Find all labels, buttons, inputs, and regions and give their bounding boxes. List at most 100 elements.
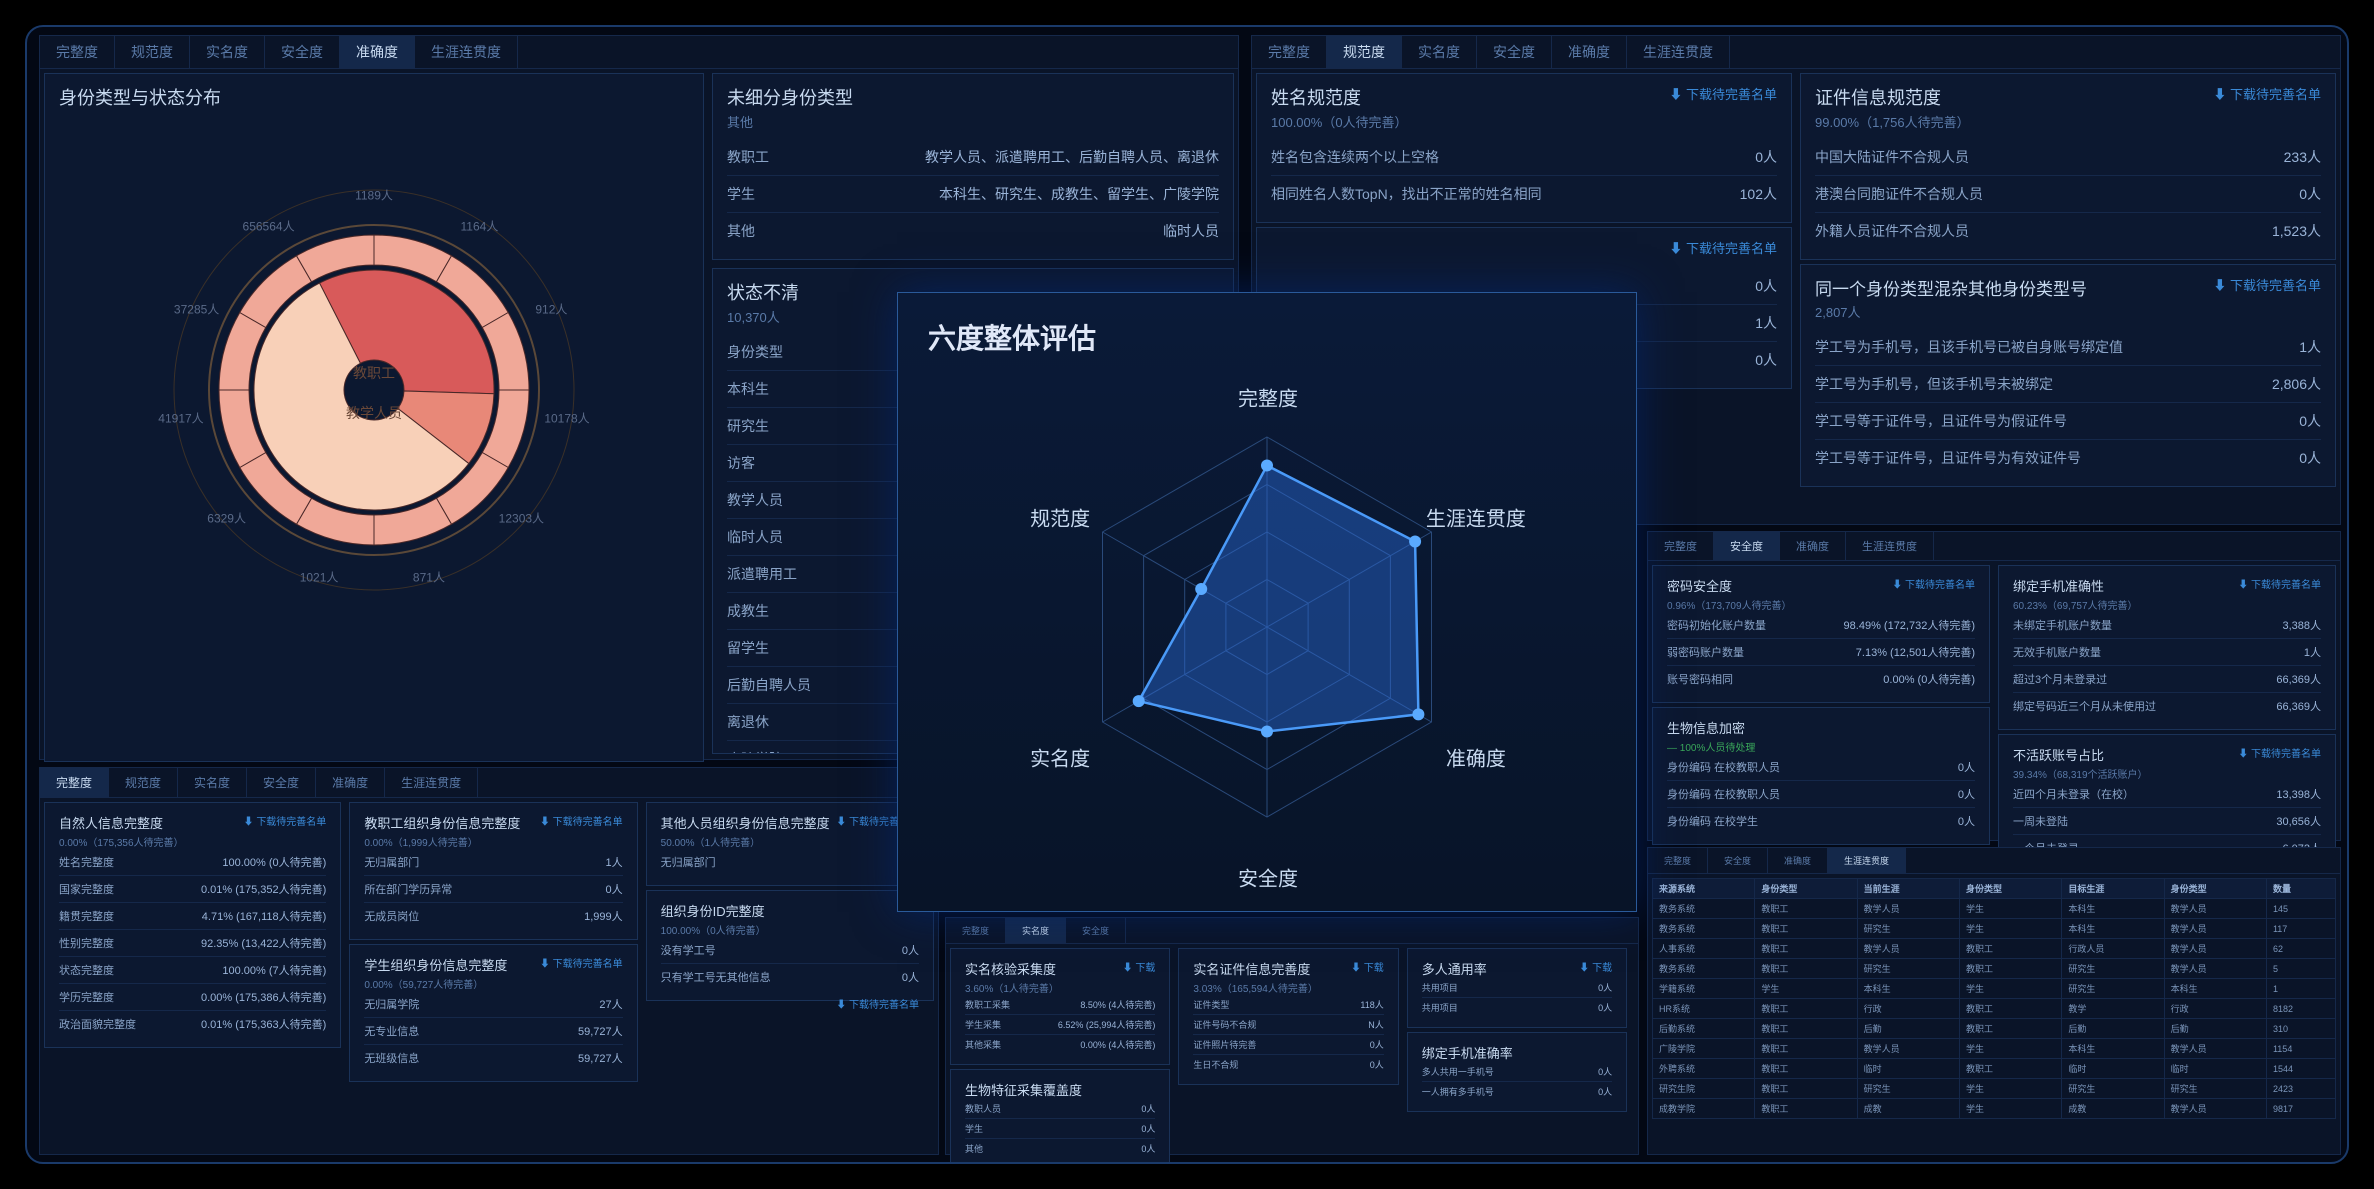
- table-row: 其他采集0.00% (4人待完善): [965, 1034, 1155, 1054]
- sunburst-ring-value: 10178人: [544, 409, 589, 426]
- table-row: 姓名包含连续两个以上空格0人: [1271, 139, 1777, 175]
- tab-安全度[interactable]: 安全度: [247, 768, 316, 797]
- tab-安全度[interactable]: 安全度: [265, 36, 340, 68]
- sunburst-chart: 教职工教学人员 1189人1164人912人10178人12303人871人10…: [114, 130, 634, 650]
- dl-name-norm[interactable]: 下载待完善名单: [1669, 84, 1777, 103]
- table-row: 弱密码账户数量7.13% (12,501人待完善): [1667, 638, 1975, 665]
- radar-axis-实名度: 实名度: [1030, 743, 1090, 772]
- table-row: 超过3个月未登录过66,369人: [2013, 665, 2321, 692]
- dl-sm3[interactable]: 下载: [1351, 959, 1384, 974]
- table-row: 账号密码相同0.00% (0人待完善): [1667, 665, 1975, 692]
- table-row: 其他临时人员: [727, 212, 1219, 249]
- radar-axis-规范度: 规范度: [1030, 503, 1090, 532]
- tab-安全度[interactable]: 安全度: [1708, 848, 1768, 873]
- bio-title: 生物信息加密: [1667, 718, 1975, 737]
- table-row: 外聘系统教职工临时教职工临时临时1544: [1653, 1059, 2336, 1079]
- sunburst-ring-value: 12303人: [499, 509, 544, 526]
- table-row: 身份编码 在校教职人员0人: [1667, 754, 1975, 780]
- dl-inactive[interactable]: 下载待完善名单: [2238, 745, 2321, 760]
- dl-stu[interactable]: 下载待完善名单: [540, 955, 623, 970]
- other-sub: 50.00%（1人待完善）: [661, 834, 919, 849]
- table-row: 证件类型118人: [1193, 995, 1383, 1014]
- sm5-title: 绑定手机准确率: [1422, 1043, 1612, 1062]
- table-row: 学生0人: [965, 1118, 1155, 1138]
- dl-mixed[interactable]: 下载待完善名单: [2213, 275, 2321, 294]
- tab-准确度[interactable]: 准确度: [1552, 36, 1627, 68]
- table-row: 学生采集6.52% (25,994人待完善): [965, 1014, 1155, 1034]
- tab-安全度[interactable]: 安全度: [1066, 918, 1126, 943]
- table-row: 外籍人员证件不合规人员1,523人: [1815, 212, 2321, 249]
- dl-orgid[interactable]: 下载待完善名单: [836, 996, 919, 1011]
- tab-完整度[interactable]: 完整度: [1252, 36, 1327, 68]
- pwd-sub: 0.96%（173,709人待完善）: [1667, 597, 1975, 612]
- table-row: 人事系统教职工教学人员教职工行政人员教学人员62: [1653, 939, 2336, 959]
- uncat-sub: 其他: [727, 112, 1219, 131]
- tab-安全度[interactable]: 安全度: [1714, 532, 1780, 560]
- table-row: 成教学院教职工成教学生成教教学人员9817: [1653, 1099, 2336, 1119]
- sunburst-ring-value: 6329人: [207, 509, 246, 526]
- dl-staff[interactable]: 下载待完善名单: [540, 813, 623, 828]
- table-row: 教职工教学人员、派遣聘用工、后勤自聘人员、离退休: [727, 139, 1219, 175]
- dl-phone[interactable]: 下载待完善名单: [2238, 576, 2321, 591]
- sunburst-ring-value: 41917人: [158, 409, 203, 426]
- card-sm4: 下载 多人通用率 共用项目0人共用项目0人: [1407, 948, 1627, 1028]
- dl-nat[interactable]: 下载待完善名单: [244, 813, 327, 828]
- dl-sm1[interactable]: 下载: [1123, 959, 1156, 974]
- tab-安全度[interactable]: 安全度: [1477, 36, 1552, 68]
- card-id-norm: 下载待完善名单 证件信息规范度 99.00%（1,756人待完善） 中国大陆证件…: [1800, 73, 2336, 260]
- dl-sm4[interactable]: 下载: [1579, 959, 1612, 974]
- table-row: 无成员岗位1,999人: [364, 902, 622, 929]
- tab-准确度[interactable]: 准确度: [316, 768, 385, 797]
- table-row: 学工号为手机号，但该手机号未被绑定2,806人: [1815, 365, 2321, 402]
- table-row: 身份编码 在校学生0人: [1667, 807, 1975, 834]
- table-row: 密码初始化账户数量98.49% (172,732人待完善): [1667, 612, 1975, 638]
- table-row: 学籍系统学生本科生学生研究生本科生1: [1653, 979, 2336, 999]
- table-row: 无班级信息59,727人: [364, 1044, 622, 1071]
- tab-完整度[interactable]: 完整度: [1648, 848, 1708, 873]
- table-row: HR系统教职工行政教职工教学行政8182: [1653, 999, 2336, 1019]
- tab-规范度[interactable]: 规范度: [1327, 36, 1402, 68]
- id-norm-sub: 99.00%（1,756人待完善）: [1815, 112, 2321, 131]
- dl-pwd[interactable]: 下载待完善名单: [1892, 576, 1975, 591]
- tabs-bottom-left: 完整度规范度实名度安全度准确度生涯连贯度: [40, 768, 938, 798]
- staff-sub: 0.00%（1,999人待完善）: [364, 834, 622, 849]
- tab-实名度[interactable]: 实名度: [190, 36, 265, 68]
- radar-chart: 完整度生涯连贯度准确度安全度实名度规范度: [898, 367, 1636, 887]
- table-row: 无效手机账户数量1人: [2013, 638, 2321, 665]
- table-row: 绑定号码近三个月从未使用过66,369人: [2013, 692, 2321, 719]
- tab-实名度[interactable]: 实名度: [1402, 36, 1477, 68]
- tab-生涯连贯度[interactable]: 生涯连贯度: [1828, 848, 1906, 873]
- sunburst-title: 身份类型与状态分布: [59, 84, 689, 110]
- card-bio: 生物信息加密 — 100%人员待处理 身份编码 在校教职人员0人身份编码 在校教…: [1652, 707, 1990, 845]
- dl-id-norm[interactable]: 下载待完善名单: [2213, 84, 2321, 103]
- table-row: 广陵学院教职工教学人员学生本科生教学人员1154: [1653, 1039, 2336, 1059]
- svg-text:教职工: 教职工: [353, 365, 395, 381]
- tab-生涯连贯度[interactable]: 生涯连贯度: [385, 768, 478, 797]
- card-sunburst: 身份类型与状态分布 教职工教学人员 1189人1164人912人10178人12…: [44, 73, 704, 762]
- dl-hidden[interactable]: 下载待完善名单: [1669, 238, 1777, 257]
- bio-sub: — 100%人员待处理: [1667, 739, 1975, 754]
- card-name-norm: 下载待完善名单 姓名规范度 100.00%（0人待完善） 姓名包含连续两个以上空…: [1256, 73, 1792, 223]
- tab-完整度[interactable]: 完整度: [1648, 532, 1714, 560]
- tab-完整度[interactable]: 完整度: [40, 768, 109, 797]
- tab-完整度[interactable]: 完整度: [946, 918, 1006, 943]
- tab-完整度[interactable]: 完整度: [40, 36, 115, 68]
- tab-实名度[interactable]: 实名度: [1006, 918, 1066, 943]
- table-row: 港澳台同胞证件不合规人员0人: [1815, 175, 2321, 212]
- tab-生涯连贯度[interactable]: 生涯连贯度: [1846, 532, 1934, 560]
- card-student-org: 下载待完善名单 学生组织身份信息完整度 0.00%（59,727人待完善） 无归…: [349, 944, 637, 1082]
- tab-规范度[interactable]: 规范度: [109, 768, 178, 797]
- panel-completeness: 完整度规范度实名度安全度准确度生涯连贯度 下载待完善名单 自然人信息完整度 0.…: [39, 767, 939, 1155]
- mixed-sub: 2,807人: [1815, 302, 2321, 321]
- radar-axis-准确度: 准确度: [1446, 743, 1506, 772]
- tab-生涯连贯度[interactable]: 生涯连贯度: [1627, 36, 1730, 68]
- tab-规范度[interactable]: 规范度: [115, 36, 190, 68]
- tab-生涯连贯度[interactable]: 生涯连贯度: [415, 36, 518, 68]
- tab-准确度[interactable]: 准确度: [1768, 848, 1828, 873]
- table-row: 姓名完整度100.00% (0人待完善): [59, 849, 326, 875]
- card-sm2: 生物特征采集覆盖度 教职人员0人学生0人其他0人: [950, 1069, 1170, 1164]
- orgid-sub: 100.00%（0人待完善）: [661, 922, 919, 937]
- tab-实名度[interactable]: 实名度: [178, 768, 247, 797]
- tab-准确度[interactable]: 准确度: [1780, 532, 1846, 560]
- tab-准确度[interactable]: 准确度: [340, 36, 415, 68]
